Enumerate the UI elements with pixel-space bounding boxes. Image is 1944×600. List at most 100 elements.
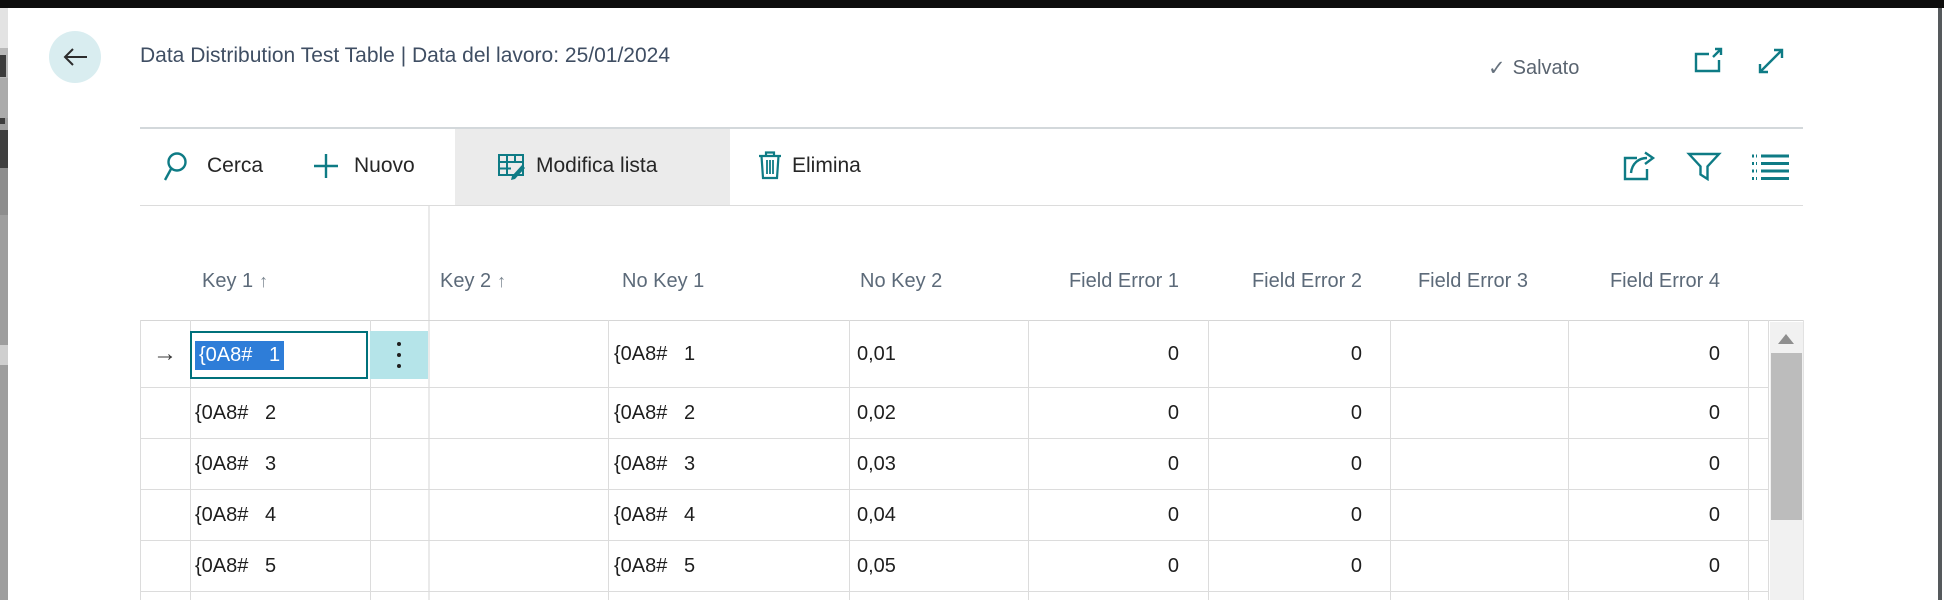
delete-button[interactable] [756, 150, 784, 180]
cell-field-error2[interactable]: 0 [1350, 503, 1362, 526]
filter-button[interactable] [1686, 151, 1722, 181]
gridline [1208, 320, 1209, 600]
strip-segment [0, 78, 8, 118]
cell-no-key2[interactable]: 0,04 [857, 503, 896, 526]
open-in-window-button[interactable] [1691, 45, 1723, 77]
cell-no-key1[interactable]: {0A8# 3 [614, 452, 696, 475]
search-button[interactable] [163, 151, 193, 183]
list-view-button[interactable] [1752, 153, 1790, 181]
ellipsis-icon [397, 342, 401, 346]
cell-no-key1[interactable]: {0A8# 2 [614, 401, 696, 424]
search-button-label[interactable]: Cerca [207, 154, 264, 177]
cell-no-key1[interactable]: {0A8# 5 [614, 554, 696, 577]
scrollbar-thumb[interactable] [1771, 353, 1802, 520]
filter-icon [1686, 152, 1722, 181]
row-options-button[interactable] [370, 331, 428, 379]
window-right-edge [1938, 8, 1942, 600]
table-row: {0A8# 3 {0A8# 3 0,03 0 0 0 [140, 439, 1768, 489]
gridline [1768, 320, 1769, 600]
cell-field-error2[interactable]: 0 [1350, 342, 1362, 365]
page-title: Data Distribution Test Table | Data del … [140, 44, 671, 67]
cell-key1[interactable]: {0A8# 2 [195, 401, 277, 424]
column-header-key1[interactable]: Key 1 ↑ [202, 270, 269, 292]
strip-segment [0, 168, 8, 215]
table-header-row: Key 1 ↑ Key 2 ↑ No Key 1 No Key 2 Field Er… [140, 270, 1768, 293]
row-selector[interactable]: → [140, 340, 190, 368]
cell-key1-editing[interactable]: {0A8# 1 [190, 321, 370, 387]
row-border [140, 438, 1768, 439]
frozen-pane-divider [428, 206, 430, 600]
column-header-field-error1[interactable]: Field Error 1 [1068, 270, 1179, 292]
edit-list-button[interactable] [497, 152, 527, 180]
toolbar-bottom-border [140, 205, 1803, 206]
table-row: {0A8# 4 {0A8# 4 0,04 0 0 0 [140, 490, 1768, 540]
save-status-label: Salvato [1512, 57, 1580, 79]
gridline [370, 320, 371, 600]
gridline [1748, 320, 1749, 600]
cell-no-key2[interactable]: 0,01 [857, 342, 896, 365]
cell-key1[interactable]: {0A8# 5 [195, 554, 277, 577]
edit-list-active-highlight [455, 129, 730, 205]
cell-no-key2[interactable]: 0,03 [857, 452, 896, 475]
gridline [1028, 320, 1029, 600]
back-button[interactable] [49, 31, 101, 83]
delete-button-label[interactable]: Elimina [792, 154, 861, 177]
table-row: {0A8# 2 {0A8# 2 0,02 0 0 0 [140, 388, 1768, 438]
cell-no-key1[interactable]: {0A8# 4 [614, 503, 696, 526]
sort-ascending-icon: ↑ [497, 271, 507, 291]
gridline [190, 320, 191, 600]
share-button[interactable] [1621, 150, 1657, 182]
gridline [1390, 320, 1391, 600]
ellipsis-icon [397, 353, 401, 357]
new-button-label[interactable]: Nuovo [354, 154, 415, 177]
cell-field-error4[interactable]: 0 [1708, 554, 1720, 577]
toolbar-top-border [140, 127, 1803, 129]
row-border [140, 591, 1768, 592]
cell-field-error1[interactable]: 0 [1167, 554, 1179, 577]
table-top-border [140, 320, 1803, 321]
cell-no-key1[interactable]: {0A8# 1 [614, 342, 696, 365]
cell-field-error4[interactable]: 0 [1708, 342, 1720, 365]
resize-button[interactable] [1755, 45, 1787, 77]
open-in-window-icon [1694, 47, 1723, 73]
strip-segment [0, 118, 5, 124]
scroll-up-icon[interactable] [1778, 334, 1794, 344]
cell-field-error4[interactable]: 0 [1708, 503, 1720, 526]
table-right-border [1803, 320, 1804, 600]
cell-field-error4[interactable]: 0 [1708, 401, 1720, 424]
cell-field-error1[interactable]: 0 [1167, 503, 1179, 526]
current-row-marker: → [153, 340, 177, 367]
cell-field-error1[interactable]: 0 [1167, 401, 1179, 424]
trash-icon [759, 151, 781, 180]
column-header-key2[interactable]: Key 2 ↑ [440, 270, 507, 292]
cell-key1[interactable]: {0A8# 3 [195, 452, 277, 475]
strip-segment [0, 55, 6, 77]
cell-key1[interactable]: {0A8# 4 [195, 503, 277, 526]
gridline [140, 320, 141, 600]
search-icon [163, 152, 187, 181]
cell-field-error2[interactable]: 0 [1350, 401, 1362, 424]
cell-field-error4[interactable]: 0 [1708, 452, 1720, 475]
row-border [140, 387, 1768, 388]
cell-field-error2[interactable]: 0 [1350, 452, 1362, 475]
edit-list-icon [498, 154, 525, 180]
column-header-no-key2[interactable]: No Key 2 [860, 270, 943, 292]
cell-field-error2[interactable]: 0 [1350, 554, 1362, 577]
cell-no-key2[interactable]: 0,02 [857, 401, 896, 424]
ellipsis-icon [397, 364, 401, 368]
column-header-field-error3[interactable]: Field Error 3 [1417, 270, 1528, 292]
gridline [608, 320, 609, 600]
column-header-no-key1[interactable]: No Key 1 [622, 270, 705, 292]
window-top-bar [0, 0, 1944, 8]
new-button[interactable] [312, 152, 340, 180]
cell-field-error1[interactable]: 0 [1167, 342, 1179, 365]
column-header-field-error2[interactable]: Field Error 2 [1251, 270, 1362, 292]
key1-edit-input[interactable]: {0A8# 1 [190, 331, 368, 379]
edit-list-button-label[interactable]: Modifica lista [536, 154, 658, 177]
sort-ascending-icon: ↑ [259, 271, 269, 291]
list-view-icon [1752, 154, 1789, 180]
cell-no-key2[interactable]: 0,05 [857, 554, 896, 577]
column-header-field-error4[interactable]: Field Error 4 [1609, 270, 1720, 292]
cell-field-error1[interactable]: 0 [1167, 452, 1179, 475]
